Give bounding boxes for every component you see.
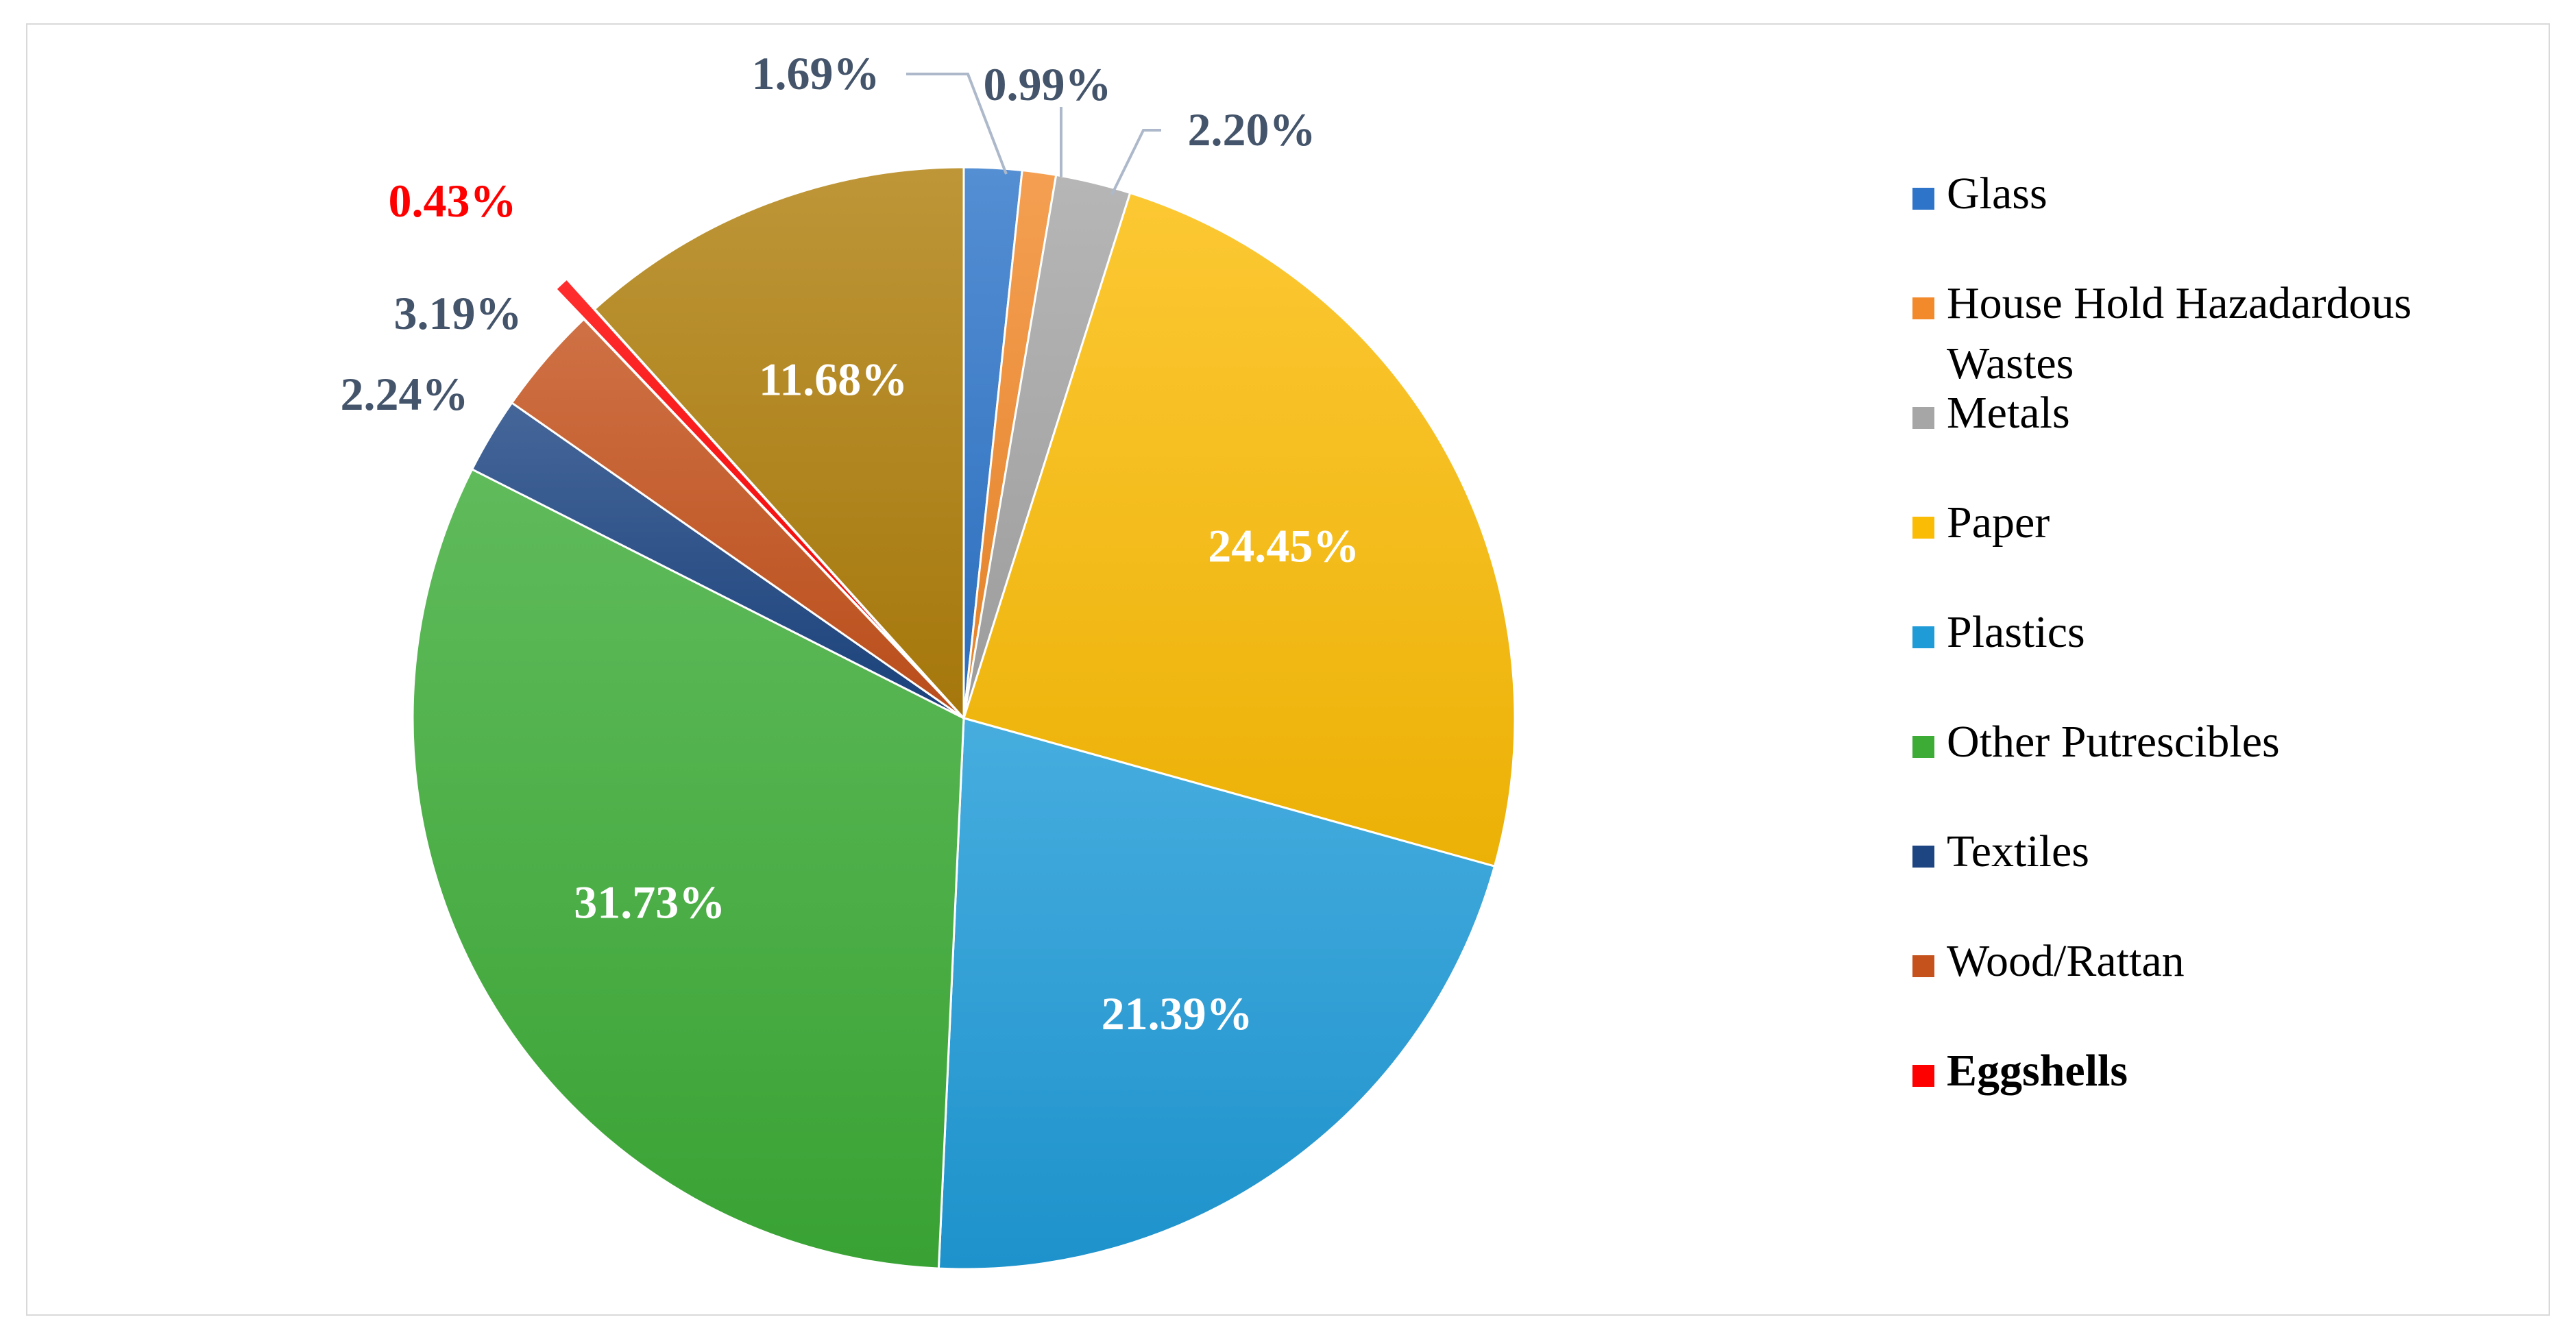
- leader-lines: [906, 73, 1161, 195]
- legend-label-eggshells: Eggshells: [1947, 1046, 2128, 1096]
- pie-chart: 1.69% 0.99% 2.20% 24.45% 21.39% 31.73% 2.24% 3.…: [341, 47, 2411, 1270]
- pie-slice-eggshells: [554, 277, 937, 689]
- legend-item-wood-rattan: Wood/Rattan: [1912, 936, 2185, 986]
- leader-line-metals: [1110, 129, 1161, 195]
- data-labels: 1.69% 0.99% 2.20% 24.45% 21.39% 31.73% 2.24% 3.…: [341, 47, 1360, 1040]
- legend-label-other-putrescibles: Other Putrescibles: [1947, 717, 2280, 767]
- data-label-wood-rattan: 3.19%: [394, 287, 522, 339]
- leader-line-glass: [906, 73, 1008, 175]
- legend-swatch-paper: [1912, 517, 1934, 539]
- legend-swatch-textiles: [1912, 846, 1934, 868]
- legend-item-plastics: Plastics: [1912, 607, 2085, 657]
- data-label-house-hold-hazadardous-wastes: 0.99%: [984, 58, 1112, 110]
- legend-swatch-plastics: [1912, 626, 1934, 648]
- pie-slice-other-putrescibles: [411, 467, 965, 1270]
- data-label-other: 11.68%: [759, 354, 908, 406]
- legend-item-textiles: Textiles: [1912, 826, 2089, 876]
- legend-swatch-glass: [1912, 188, 1934, 210]
- legend-item-house-hold-hazadardous: House Hold Hazadardous Wastes: [1912, 278, 2411, 389]
- pie-slice-plastics: [937, 717, 1496, 1270]
- pie-slice-paper: [962, 191, 1516, 868]
- data-label-glass: 1.69%: [752, 47, 880, 99]
- chart-frame: 1.69% 0.99% 2.20% 24.45% 21.39% 31.73% 2.24% 3.…: [26, 23, 2550, 1316]
- data-label-paper: 24.45%: [1208, 519, 1359, 572]
- legend-swatch-wood-rattan: [1912, 955, 1934, 977]
- legend-label-plastics: Plastics: [1947, 607, 2085, 657]
- data-label-metals: 2.20%: [1188, 103, 1316, 156]
- legend-swatch-house-hold-hazadardous: [1912, 297, 1934, 319]
- legend-swatch-eggshells: [1912, 1065, 1934, 1087]
- data-label-eggshells: 0.43%: [389, 175, 517, 227]
- legend-item-metals: Metals: [1912, 388, 2070, 438]
- data-label-plastics: 21.39%: [1102, 987, 1253, 1040]
- legend-label-paper: Paper: [1947, 497, 2050, 548]
- legend-item-paper: Paper: [1912, 497, 2050, 548]
- legend-item-glass: Glass: [1912, 169, 2048, 219]
- legend-label-house-hold-hazadardous: House Hold Hazadardous: [1947, 278, 2411, 328]
- legend-label-textiles: Textiles: [1947, 826, 2089, 876]
- legend-item-eggshells: Eggshells: [1912, 1046, 2128, 1096]
- legend-label-wood-rattan: Wood/Rattan: [1947, 936, 2185, 986]
- data-label-other-putrescibles: 31.73%: [574, 876, 725, 928]
- legend-swatch-metals: [1912, 407, 1934, 429]
- legend-label-line2-house-hold-hazadardous: Wastes: [1947, 339, 2074, 389]
- legend-label-metals: Metals: [1947, 388, 2070, 438]
- pie-slices: [411, 166, 1516, 1270]
- legend-label-glass: Glass: [1947, 169, 2048, 219]
- legend-item-other-putrescibles: Other Putrescibles: [1912, 717, 2280, 767]
- data-label-textiles: 2.24%: [341, 368, 469, 420]
- legend-swatch-other-putrescibles: [1912, 736, 1934, 758]
- pie-slice-other: [593, 166, 965, 721]
